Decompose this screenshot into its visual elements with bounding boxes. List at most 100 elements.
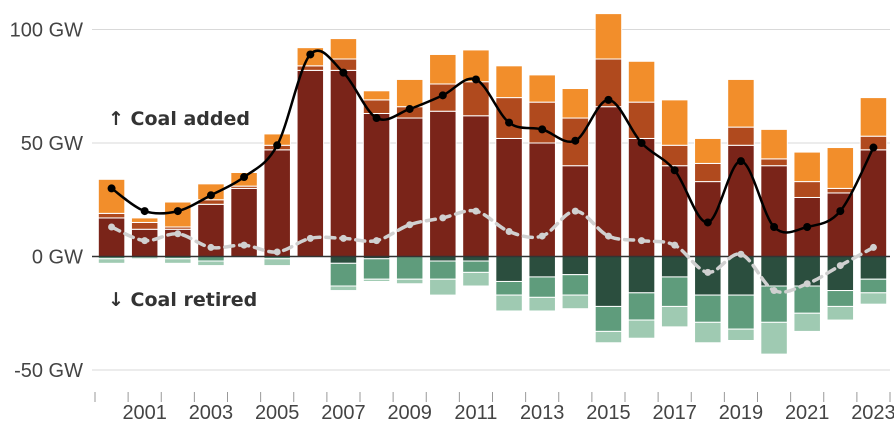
dashed-series-point-2018 <box>704 268 712 276</box>
retired-bar-2016-seg2 <box>627 292 656 321</box>
retired-bar-2002-seg3 <box>164 258 192 264</box>
added-bar-2016-seg3 <box>627 60 656 103</box>
dashed-series-point-2000 <box>108 223 116 231</box>
retired-bar-2016-seg1 <box>627 256 656 294</box>
retired-bar-2010-seg2 <box>429 260 457 280</box>
added-bar-2011-seg1 <box>462 115 490 258</box>
y-tick-label: 100 GW <box>10 20 83 42</box>
added-bar-2015-seg3 <box>594 13 623 60</box>
solid-series-point-2005 <box>273 141 282 150</box>
retired-bar-2013-seg3 <box>528 296 556 312</box>
dashed-series-point-2021 <box>803 280 811 288</box>
retired-bar-2018-seg2 <box>694 294 722 323</box>
solid-series-point-2004 <box>240 173 249 182</box>
added-bar-2001-seg3 <box>130 217 159 223</box>
solid-series-point-2009 <box>405 104 414 113</box>
dashed-series-point-2023 <box>869 243 877 251</box>
added-bar-2007-seg3 <box>329 38 358 60</box>
added-bar-2005-seg1 <box>263 149 291 257</box>
retired-bar-2023-seg1 <box>859 256 888 280</box>
retired-bar-2000-seg3 <box>97 258 126 264</box>
x-tick-label: 2015 <box>586 402 631 424</box>
added-bar-2016-seg2 <box>627 101 656 139</box>
dashed-series-point-2005 <box>273 248 281 256</box>
retired-bar-2011-seg3 <box>462 271 490 287</box>
added-bar-2023-seg3 <box>859 97 888 137</box>
added-bar-2009-seg3 <box>395 78 424 108</box>
retired-bar-2005-seg3 <box>263 258 291 267</box>
dashed-series-point-2020 <box>770 287 778 295</box>
y-tick-label: -50 GW <box>14 360 83 382</box>
added-bar-2006-seg1 <box>296 69 325 257</box>
dashed-series-point-2002 <box>174 230 182 238</box>
dashed-series-line <box>109 208 876 294</box>
solid-series-point-2016 <box>637 139 646 147</box>
x-tick-label: 2005 <box>255 402 300 424</box>
solid-series-point-2018 <box>703 218 712 227</box>
retired-bar-2014-seg2 <box>561 274 590 296</box>
retired-bar-2012-seg2 <box>495 280 523 296</box>
added-bar-2020-seg3 <box>760 128 788 160</box>
retired-bar-2019-seg2 <box>727 294 755 330</box>
retired-bar-2021-seg2 <box>793 285 821 314</box>
added-bar-2010-seg3 <box>429 53 457 85</box>
solid-series-point-2002 <box>173 207 182 216</box>
solid-series-point-2015 <box>604 95 613 104</box>
added-bar-2021-seg2 <box>793 181 821 198</box>
added-bar-2012-seg1 <box>495 137 523 258</box>
solid-series-line <box>110 49 875 234</box>
added-bar-2007-seg1 <box>329 69 358 257</box>
solid-series-point-2003 <box>206 191 215 200</box>
added-bar-2011-seg3 <box>462 49 490 83</box>
added-bar-2010-seg1 <box>429 110 457 257</box>
retired-bar-2008-seg2 <box>362 258 391 280</box>
dashed-series-point-2009 <box>406 221 414 229</box>
retired-bar-2015-seg2 <box>594 305 623 332</box>
retired-bar-2023-seg3 <box>859 292 888 305</box>
added-bar-2014-seg3 <box>561 88 590 119</box>
added-bar-2019-seg2 <box>727 126 755 146</box>
dashed-series-point-2007 <box>339 234 347 242</box>
solid-series-point-2007 <box>339 68 348 77</box>
added-bar-2013-seg2 <box>528 101 556 144</box>
retired-bar-2007-seg3 <box>329 285 358 292</box>
x-tick-label: 2019 <box>719 402 764 424</box>
added-bar-2006-seg2 <box>296 65 325 71</box>
added-bar-2008-seg1 <box>362 112 391 257</box>
retired-bar-2014-seg3 <box>561 294 590 310</box>
retired-bar-2017-seg1 <box>660 256 689 278</box>
added-bar-2018-seg3 <box>694 137 722 164</box>
added-bar-2017-seg1 <box>660 165 689 257</box>
added-bar-2008-seg3 <box>362 90 391 101</box>
dashed-series-point-2010 <box>439 214 447 222</box>
solid-series-point-2008 <box>372 114 381 123</box>
added-bar-2021-seg1 <box>793 196 821 257</box>
retired-bar-2013-seg2 <box>528 276 556 298</box>
solid-series-point-2011 <box>471 75 480 84</box>
x-tick-label: 2003 <box>189 402 234 424</box>
dashed-series-point-2015 <box>604 232 612 240</box>
added-bar-2012-seg3 <box>495 65 523 99</box>
dashed-series-point-2022 <box>836 262 844 270</box>
added-bar-2016-seg1 <box>627 137 656 258</box>
dashed-series-point-2003 <box>207 243 215 251</box>
retired-bar-2008-seg3 <box>362 278 391 282</box>
added-bar-2020-seg2 <box>760 158 788 167</box>
dashed-series-point-2017 <box>671 241 679 249</box>
dashed-series-point-2006 <box>306 234 314 242</box>
dashed-series-point-2013 <box>538 232 546 240</box>
added-bar-2018-seg2 <box>694 162 722 183</box>
dashed-series-point-2012 <box>505 228 513 236</box>
dashed-series-point-2008 <box>373 237 381 245</box>
retired-bar-2020-seg3 <box>760 321 788 355</box>
y-tick-label: 50 GW <box>21 133 83 155</box>
added-bar-2019-seg3 <box>727 78 755 128</box>
retired-bar-2022-seg2 <box>826 290 855 307</box>
retired-bar-2014-seg1 <box>561 256 590 276</box>
solid-series-point-2020 <box>770 222 779 231</box>
y-tick-label: 0 GW <box>32 247 83 269</box>
added-bar-2013-seg3 <box>528 74 556 103</box>
added-bar-2012-seg2 <box>495 97 523 139</box>
retired-bar-2017-seg3 <box>660 305 689 328</box>
